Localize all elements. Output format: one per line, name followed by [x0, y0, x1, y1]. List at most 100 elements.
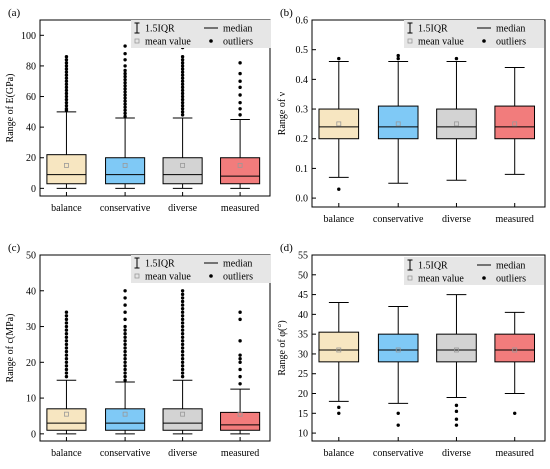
panel-label: (b) — [280, 7, 293, 19]
outlier-point — [180, 360, 185, 365]
box-conservative: conservative — [373, 53, 424, 225]
box-diverse: diverse — [436, 56, 477, 225]
outlier-point — [337, 411, 341, 415]
outlier-point — [238, 100, 242, 105]
y-tick-label: 20 — [26, 358, 36, 369]
iqr-box — [436, 333, 477, 363]
outlier-point — [180, 97, 185, 102]
y-tick-label: 40 — [298, 310, 308, 321]
outlier-point — [238, 317, 242, 322]
outlier-point — [64, 349, 69, 354]
outlier-legend-symbol — [209, 39, 213, 43]
outlier-point — [64, 67, 69, 71]
outlier-point — [64, 324, 69, 329]
outlier-point — [180, 353, 185, 357]
y-axis-label: Range of φ(°) — [277, 320, 288, 375]
panel-label: (a) — [8, 7, 21, 19]
outlier-point — [64, 357, 69, 361]
panel-a: (a) 0 20 40 60 80 100 Range of E(GPa) balance con… — [5, 7, 271, 214]
outlier-point — [64, 61, 69, 65]
outlier-point — [123, 99, 127, 103]
legend-box — [404, 257, 544, 285]
outlier-point — [123, 331, 127, 336]
outlier-point — [123, 342, 127, 347]
outlier-point — [238, 360, 242, 365]
y-tick-label: 10 — [298, 429, 308, 440]
outlier-point — [64, 100, 69, 105]
outlier-point — [180, 94, 185, 99]
outlier-point — [64, 79, 69, 83]
mean-legend-label: mean value — [418, 37, 464, 48]
legend: 1.5IQR median mean value outliers — [131, 20, 271, 48]
panel-b: (b) 0.0 0.1 0.2 0.3 0.4 0.5 0.6 Range of ν balanc… — [277, 7, 546, 225]
y-tick-label: 35 — [298, 330, 308, 341]
y-tick-label: 0.0 — [296, 194, 309, 205]
outlier-point — [180, 328, 185, 332]
mean-legend-symbol — [407, 275, 413, 281]
outlier-point — [64, 353, 69, 357]
y-tick-label: 80 — [26, 61, 36, 72]
iqr-box — [220, 157, 261, 185]
outlier-point — [64, 346, 69, 350]
outlier-point — [123, 317, 127, 322]
y-tick-label: 25 — [298, 369, 308, 380]
outlier-point — [123, 64, 127, 68]
outlier-point — [123, 111, 127, 116]
outlier-point — [238, 61, 242, 65]
iqr-box — [377, 105, 419, 140]
outlier-point — [123, 349, 127, 354]
iqr-box — [220, 411, 261, 431]
outlier-point — [238, 71, 242, 76]
x-tick-label: balance — [324, 448, 355, 459]
outlier-point — [180, 88, 185, 93]
outlier-point — [123, 74, 127, 79]
outlier-point — [238, 79, 242, 83]
y-axis-label: Range of E(GPa) — [5, 74, 16, 143]
median-legend-label: median — [223, 24, 252, 35]
y-tick-label: 40 — [26, 286, 36, 297]
outlier-point — [123, 367, 127, 372]
y-tick-label: 0.4 — [296, 75, 309, 86]
y-tick-label: 15 — [298, 409, 308, 420]
outlier-point — [123, 371, 127, 375]
outlier-point — [454, 423, 459, 427]
outlier-point — [238, 85, 242, 90]
outlier-point — [123, 335, 127, 339]
outlier-point — [180, 371, 185, 375]
outlier-point — [64, 88, 69, 93]
outlier-point — [180, 79, 185, 83]
legend: 1.5IQR median mean value outliers — [404, 257, 544, 285]
outlier-point — [123, 346, 127, 350]
box-balance: balance — [318, 56, 360, 225]
outlier-point — [64, 374, 69, 379]
outlier-point — [123, 84, 127, 88]
y-tick-label: 20 — [298, 389, 308, 400]
outlier-point — [64, 310, 69, 314]
panel-d: (d) 10 15 20 25 30 35 40 45 50 55 Range of φ(°) bala… — [277, 242, 546, 459]
panel-c: (c) 0 10 20 30 40 50 Range of c(MPa) balance cons… — [5, 242, 271, 459]
x-tick-label: conservative — [100, 448, 151, 459]
outlier-point — [180, 289, 185, 293]
box-diverse: diverse — [162, 45, 203, 214]
mean-marker — [336, 347, 342, 353]
y-tick-label: 30 — [298, 349, 308, 360]
outlier-point — [123, 81, 127, 85]
outlier-point — [180, 321, 185, 325]
box-conservative: conservative — [100, 44, 151, 214]
x-tick-label: balance — [324, 214, 355, 225]
outlier-point — [64, 91, 69, 96]
outlier-point — [180, 55, 185, 59]
y-tick-label: 20 — [26, 153, 36, 164]
box-measured: measured — [220, 61, 261, 214]
outlier-point — [180, 76, 185, 80]
outlier-point — [180, 110, 185, 114]
outlier-point — [180, 346, 185, 350]
outlier-point — [180, 314, 185, 318]
x-tick-label: measured — [221, 448, 259, 459]
outliers-legend-label: outliers — [496, 37, 526, 48]
iqr-legend-label: 1.5IQR — [145, 24, 175, 35]
outlier-point — [64, 58, 69, 62]
outlier-point — [123, 96, 127, 100]
outlier-point — [238, 107, 242, 111]
